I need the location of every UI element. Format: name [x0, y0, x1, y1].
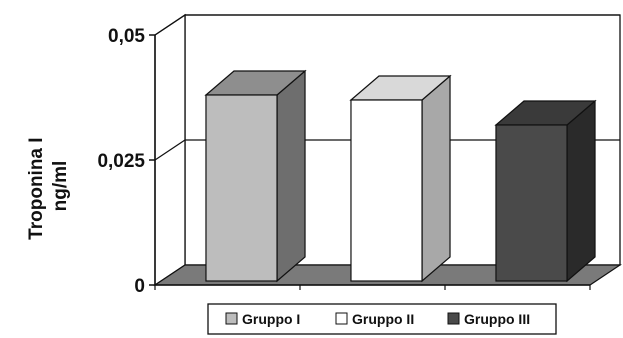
bar-side: [276, 69, 306, 283]
gridline: [154, 14, 620, 36]
y-tick-label: 0,05: [108, 26, 145, 47]
bar-front: [350, 99, 423, 282]
legend-label: Gruppo II: [352, 311, 414, 327]
y-tick-label: 0,025: [97, 151, 145, 172]
legend-swatch: [335, 312, 348, 325]
legend-label: Gruppo I: [242, 311, 300, 327]
legend-label: Gruppo III: [464, 311, 530, 327]
legend-swatch: [225, 312, 238, 325]
bar-side: [566, 99, 596, 283]
y-axis-label-line-2: ng/ml: [50, 161, 71, 212]
legend-swatch: [447, 312, 460, 325]
bar-side: [421, 74, 451, 283]
bar: [494, 99, 597, 283]
bars: [204, 69, 597, 283]
legend: Gruppo I Gruppo II Gruppo III: [207, 303, 557, 335]
bar: [349, 74, 452, 283]
y-tick-label: 0: [134, 276, 145, 297]
gridline: [154, 139, 620, 161]
legend-box: [207, 303, 557, 335]
y-axis: [149, 34, 591, 290]
y-axis-label: Troponina I ng/ml: [26, 132, 71, 240]
legend-item: Gruppo I: [225, 311, 300, 327]
y-tick-labels: 0 0,025 0,05: [97, 26, 145, 297]
legend-item: Gruppo III: [447, 311, 530, 327]
y-axis-label-line-1: Troponina I: [26, 137, 47, 239]
legend-item: Gruppo II: [335, 311, 414, 327]
bar-front: [495, 124, 568, 282]
bar-front: [205, 94, 278, 282]
bar: [204, 69, 307, 283]
gridlines: [154, 14, 620, 161]
